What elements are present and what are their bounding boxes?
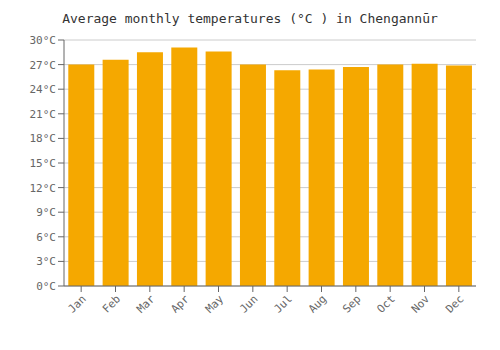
svg-text:Apr: Apr: [169, 292, 193, 316]
svg-text:Nov: Nov: [409, 292, 433, 316]
svg-text:15°C: 15°C: [30, 157, 57, 170]
svg-text:30°C: 30°C: [30, 34, 57, 47]
svg-text:12°C: 12°C: [30, 182, 57, 195]
svg-text:Mar: Mar: [134, 292, 158, 316]
svg-text:Oct: Oct: [375, 292, 398, 315]
svg-text:Sep: Sep: [340, 292, 363, 315]
svg-text:6°C: 6°C: [36, 231, 56, 244]
svg-text:Jul: Jul: [272, 292, 295, 315]
svg-text:27°C: 27°C: [30, 59, 57, 72]
svg-text:0°C: 0°C: [36, 280, 56, 293]
svg-text:18°C: 18°C: [30, 132, 57, 145]
svg-text:Jan: Jan: [66, 292, 89, 315]
svg-text:Jun: Jun: [237, 292, 260, 315]
svg-text:Aug: Aug: [306, 292, 329, 315]
svg-text:Dec: Dec: [443, 292, 466, 315]
svg-text:9°C: 9°C: [36, 206, 56, 219]
svg-text:3°C: 3°C: [36, 255, 56, 268]
html-text:Average monthly temperatures (: Average monthly temperatures (°C ) in Ch…: [62, 11, 438, 26]
svg-text:May: May: [203, 292, 227, 316]
svg-text:24°C: 24°C: [30, 83, 57, 96]
svg-text:Feb: Feb: [100, 292, 123, 315]
svg-text:21°C: 21°C: [30, 108, 57, 121]
